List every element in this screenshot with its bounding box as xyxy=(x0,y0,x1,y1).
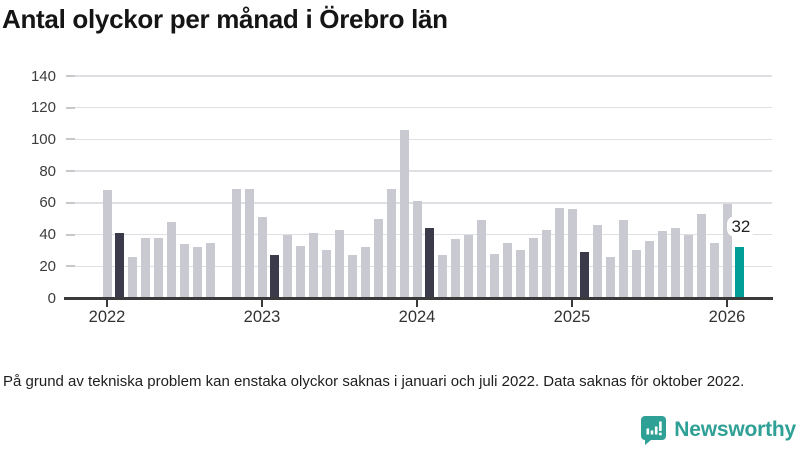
bar-2025-11 xyxy=(696,214,706,298)
bar-2024-10 xyxy=(528,237,538,298)
y-axis-tick-40 xyxy=(66,233,75,236)
bar-2022-03 xyxy=(128,256,138,298)
bar-2023-03 xyxy=(283,234,293,298)
y-axis-label-60: 60 xyxy=(39,194,56,212)
bar-2024-09 xyxy=(515,250,525,298)
bar-2023-10 xyxy=(373,218,383,298)
bar-2024-08 xyxy=(502,242,512,298)
y-axis-label-80: 80 xyxy=(39,162,56,180)
bar-2023-04 xyxy=(296,245,306,298)
y-axis-label-0: 0 xyxy=(47,289,56,307)
x-axis-label-2025: 2025 xyxy=(553,308,591,326)
x-axis-tick-2025 xyxy=(571,299,573,307)
bar-2025-12 xyxy=(709,242,719,298)
bar-2024-12 xyxy=(554,207,564,298)
bar-highlight-2024-02 xyxy=(425,228,435,298)
bar-2022-11 xyxy=(231,188,241,298)
chart-footnote: På grund av tekniska problem kan enstaka… xyxy=(3,373,745,390)
x-axis-label-2024: 2024 xyxy=(398,308,436,326)
y-axis-label-40: 40 xyxy=(39,226,56,244)
bar-2023-01 xyxy=(257,217,267,298)
bar-2022-12 xyxy=(244,188,254,298)
bar-highlight-2025-02 xyxy=(580,252,590,298)
bar-2025-10 xyxy=(683,234,693,298)
x-axis-tick-2024 xyxy=(416,299,418,307)
latest-value-label: 32 xyxy=(726,216,755,238)
bar-2024-04 xyxy=(451,239,461,298)
chart-title: Antal olyckor per månad i Örebro län xyxy=(2,4,448,34)
x-axis-label-2026: 2026 xyxy=(708,308,746,326)
y-axis-tick-20 xyxy=(66,265,75,268)
bar-2022-05 xyxy=(154,237,164,298)
bar-2026-01 xyxy=(722,204,732,298)
y-axis-label-120: 120 xyxy=(30,99,56,117)
bar-latest-2026-02 xyxy=(735,247,745,298)
bar-2025-06 xyxy=(632,250,642,298)
bar-2022-09 xyxy=(205,242,215,298)
bar-2025-08 xyxy=(657,231,667,298)
bar-highlight-2022-02 xyxy=(115,233,125,298)
bar-2024-11 xyxy=(541,229,551,298)
bar-2024-01 xyxy=(412,201,422,298)
newsworthy-logo-text: Newsworthy xyxy=(674,418,796,441)
y-axis-tick-60 xyxy=(66,201,75,204)
gridline-100 xyxy=(66,138,772,141)
bar-2024-07 xyxy=(490,253,499,298)
bar-2023-07 xyxy=(335,229,344,298)
bar-highlight-2023-02 xyxy=(270,255,280,298)
newsworthy-logo: Newsworthy xyxy=(640,415,796,445)
bar-2025-04 xyxy=(606,256,616,298)
bar-2022-06 xyxy=(167,221,177,298)
y-axis-label-20: 20 xyxy=(39,257,56,275)
bar-2024-06 xyxy=(477,220,487,298)
y-axis-tick-140 xyxy=(66,75,75,77)
bar-2022-07 xyxy=(180,244,189,298)
bar-2023-12 xyxy=(399,129,409,298)
bar-2022-08 xyxy=(192,247,202,298)
newsworthy-logo-icon xyxy=(641,416,667,445)
bar-2025-05 xyxy=(619,220,629,298)
y-axis-label-100: 100 xyxy=(30,130,56,148)
y-axis-tick-120 xyxy=(66,106,75,109)
x-axis-tick-2023 xyxy=(261,299,263,307)
bar-2025-01 xyxy=(567,209,577,298)
x-axis-label-2023: 2023 xyxy=(243,308,281,326)
y-axis-tick-100 xyxy=(66,138,75,141)
gridline-120 xyxy=(66,106,772,109)
bar-2025-07 xyxy=(645,240,654,298)
gridline-140 xyxy=(66,75,772,77)
y-axis-label-140: 140 xyxy=(30,67,56,85)
bar-2025-09 xyxy=(670,228,680,298)
gridline-80 xyxy=(66,170,772,172)
x-axis-line xyxy=(64,296,773,300)
bar-2023-11 xyxy=(386,188,396,298)
bar-2024-03 xyxy=(438,255,448,298)
bar-2022-04 xyxy=(141,237,151,298)
bar-2023-08 xyxy=(347,255,357,298)
x-axis-tick-2022 xyxy=(106,299,108,307)
bar-2025-03 xyxy=(593,225,603,298)
bar-2024-05 xyxy=(464,234,474,298)
bar-2023-05 xyxy=(309,233,319,298)
bar-2023-06 xyxy=(322,250,332,298)
bar-2022-01 xyxy=(102,190,112,298)
y-axis-tick-80 xyxy=(66,170,75,173)
bar-2023-09 xyxy=(360,247,370,298)
x-axis-label-2022: 2022 xyxy=(88,308,126,326)
x-axis-tick-2026 xyxy=(726,299,728,307)
